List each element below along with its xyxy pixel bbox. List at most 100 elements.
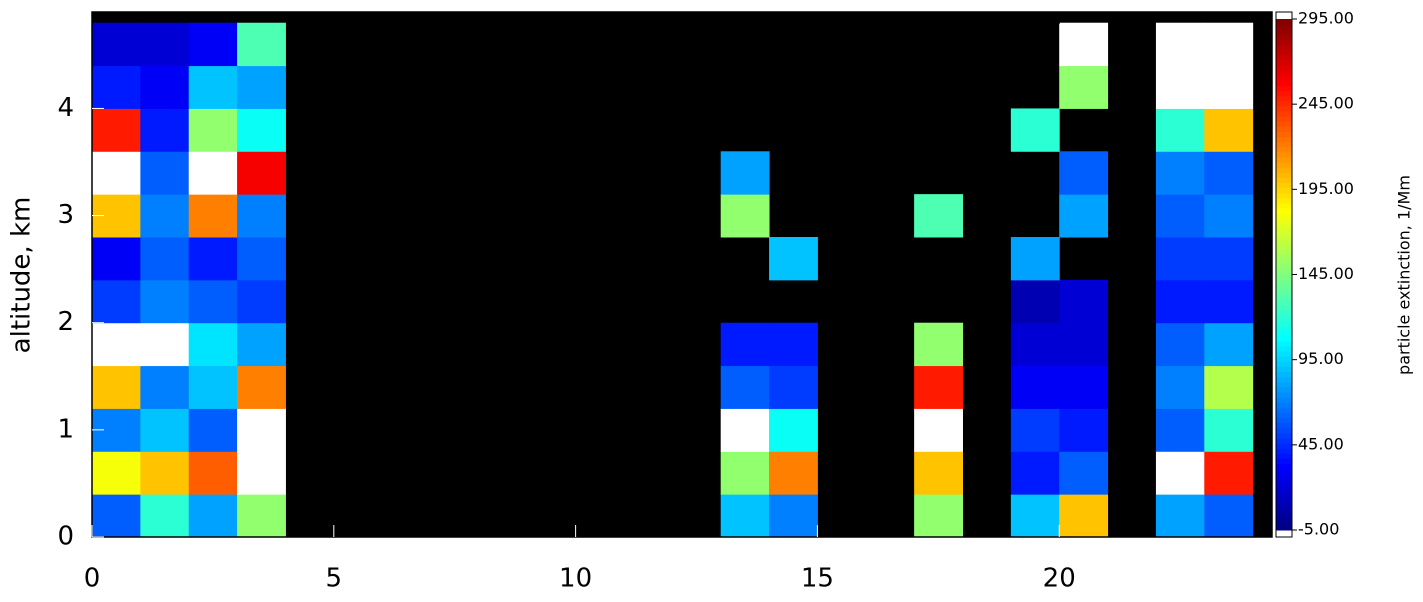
colorbar-step — [1276, 90, 1292, 97]
x-tick-label: 5 — [326, 564, 343, 594]
heat-cell — [720, 451, 770, 495]
colorbar-step — [1276, 320, 1292, 327]
colorbar-step — [1276, 80, 1292, 86]
heat-cell — [188, 22, 238, 67]
colorbar-step — [1276, 494, 1292, 500]
heat-cell — [92, 322, 141, 367]
colorbar-step — [1276, 397, 1292, 403]
colorbar-step — [1276, 182, 1292, 189]
colorbar-step — [1276, 386, 1292, 393]
colorbar-step — [1276, 116, 1292, 122]
colorbar-step — [1276, 44, 1292, 51]
heat-cell — [140, 237, 190, 281]
heat-cell — [720, 408, 770, 452]
plot-frame — [91, 11, 1273, 538]
colorbar-step — [1276, 427, 1292, 434]
colorbar-step — [1276, 228, 1292, 235]
colorbar-step — [1276, 167, 1292, 173]
colorbar-step — [1276, 478, 1292, 485]
heat-cell — [720, 322, 770, 367]
heat-cell — [769, 494, 818, 538]
heat-cell — [1204, 194, 1254, 238]
colorbar-step — [1276, 504, 1292, 511]
colorbar-step — [1276, 274, 1292, 281]
colorbar-step — [1276, 346, 1292, 352]
heat-cell — [769, 237, 818, 281]
colorbar-step — [1276, 432, 1292, 439]
colorbar-step — [1276, 289, 1292, 296]
heat-cell — [237, 151, 286, 195]
heat-cell — [720, 151, 770, 195]
x-tick-label: 10 — [559, 564, 592, 594]
y-axis-label: altitude, km — [7, 197, 37, 354]
heat-cell — [92, 451, 141, 495]
heat-cell — [188, 279, 238, 324]
colorbar-label: particle extinction, 1/Mm — [1395, 175, 1414, 375]
heat-cell — [1155, 408, 1205, 452]
heat-cell — [140, 279, 190, 324]
colorbar-step — [1276, 192, 1292, 199]
colorbar-step — [1276, 197, 1292, 204]
colorbar-step — [1276, 34, 1292, 40]
colorbar-step — [1276, 172, 1292, 178]
colorbar-step — [1276, 330, 1292, 337]
colorbar-step — [1276, 208, 1292, 214]
colorbar-step — [1276, 412, 1292, 419]
heat-cell — [1204, 65, 1254, 109]
heat-cell — [1204, 108, 1254, 152]
heat-cell — [188, 237, 238, 281]
heat-cell — [140, 451, 190, 495]
colorbar-step — [1276, 105, 1292, 112]
colorbar-step — [1276, 54, 1292, 61]
heat-cell — [1204, 279, 1254, 324]
colorbar-step — [1276, 213, 1292, 219]
colorbar-step — [1276, 300, 1292, 306]
colorbar-step — [1276, 202, 1292, 209]
colorbar-tick-label: 95.00 — [1298, 349, 1344, 368]
colorbar-tick-label: 245.00 — [1298, 94, 1354, 113]
heat-cell — [914, 451, 963, 495]
heat-cell — [769, 365, 818, 409]
heat-cell — [1155, 279, 1205, 324]
heat-cell — [1155, 365, 1205, 409]
heat-cell — [140, 322, 190, 367]
heat-cell — [188, 408, 238, 452]
heat-cell — [720, 194, 770, 238]
heat-cell — [237, 279, 286, 324]
heat-cell — [92, 279, 141, 324]
colorbar-step — [1276, 70, 1292, 76]
colorbar-step — [1276, 75, 1292, 81]
colorbar-step — [1276, 340, 1292, 347]
heat-cell — [1155, 237, 1205, 281]
colorbar-step — [1276, 264, 1292, 270]
heat-cell — [1204, 322, 1254, 367]
colorbar-step — [1276, 259, 1292, 265]
colorbar-step — [1276, 407, 1292, 413]
heat-cell — [1059, 451, 1109, 495]
colorbar-step — [1276, 19, 1292, 25]
colorbar-step — [1276, 473, 1292, 480]
colorbar-step — [1276, 95, 1292, 102]
heat-cell — [92, 237, 141, 281]
colorbar-step — [1276, 294, 1292, 301]
colorbar-step — [1276, 248, 1292, 255]
heat-cell — [1059, 194, 1109, 238]
colorbar-step — [1276, 335, 1292, 342]
heat-cell — [1059, 151, 1109, 195]
heat-cell — [914, 365, 963, 409]
colorbar-step — [1276, 269, 1292, 275]
heat-cell — [140, 151, 190, 195]
colorbar-step — [1276, 243, 1292, 250]
heat-cell — [720, 494, 770, 538]
heat-cell — [140, 194, 190, 238]
heat-cell — [140, 494, 190, 538]
heat-cell — [1010, 494, 1060, 538]
heat-cell — [1059, 65, 1109, 109]
y-tick-label: 2 — [57, 307, 74, 337]
colorbar-tick-label: 195.00 — [1298, 179, 1354, 198]
heat-cell — [237, 494, 286, 538]
heat-cell — [92, 365, 141, 409]
colorbar-step — [1276, 59, 1292, 66]
colorbar-step — [1276, 366, 1292, 373]
